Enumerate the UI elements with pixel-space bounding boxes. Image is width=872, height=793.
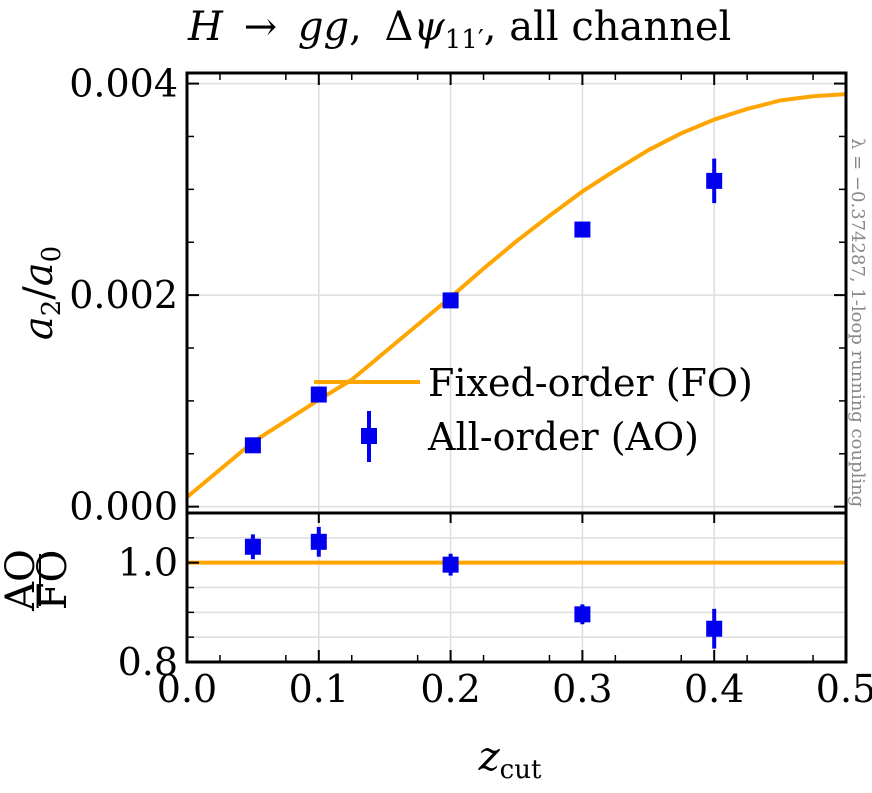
legend: Fixed-order (FO) All-order (AO) (314, 361, 753, 462)
side-note: λ = −0.374287, 1-loop running coupling (847, 138, 868, 507)
ratio-point (706, 620, 723, 637)
x-tick-label: 0.3 (552, 667, 612, 711)
ratio-point (574, 606, 591, 623)
ao-point (706, 172, 723, 189)
x-tick-label: 0.2 (420, 667, 480, 711)
ratio-point (442, 556, 459, 573)
x-tick-label: 0.0 (157, 667, 217, 711)
ao-point (244, 437, 261, 454)
x-tick-label: 0.1 (289, 667, 349, 711)
bottom-gridlines (186, 513, 847, 662)
y-top-tick-label: 0.002 (69, 273, 178, 317)
ratio-denominator: FO (30, 550, 76, 611)
y-axis-label-top: a2/a0 (16, 246, 67, 340)
ratio-point (244, 538, 261, 555)
y-top-tick-label: 0.000 (69, 485, 178, 529)
fo-curve (185, 92, 847, 499)
chart-title: H → gg, Δψ11′, all channel (187, 4, 731, 55)
y-top-tick-label: 0.004 (69, 62, 178, 106)
x-tick-label: 0.5 (816, 667, 872, 711)
legend-ao-label: All-order (AO) (427, 415, 699, 459)
ao-point (310, 386, 327, 403)
y-bottom-tick-label: 0.8 (118, 640, 178, 684)
x-tick-label: 0.4 (684, 667, 744, 711)
ao-point (574, 221, 591, 238)
ratio-numerator: AO (0, 549, 44, 612)
ao-point (442, 292, 459, 309)
legend-fo-label: Fixed-order (FO) (428, 361, 753, 405)
y-axis-label-bottom: AO FO (0, 549, 76, 612)
ratio-point (310, 533, 327, 550)
x-axis-label: zcut (478, 734, 542, 785)
y-bottom-tick-label: 1.0 (118, 541, 178, 585)
legend-ao-marker (361, 428, 377, 444)
